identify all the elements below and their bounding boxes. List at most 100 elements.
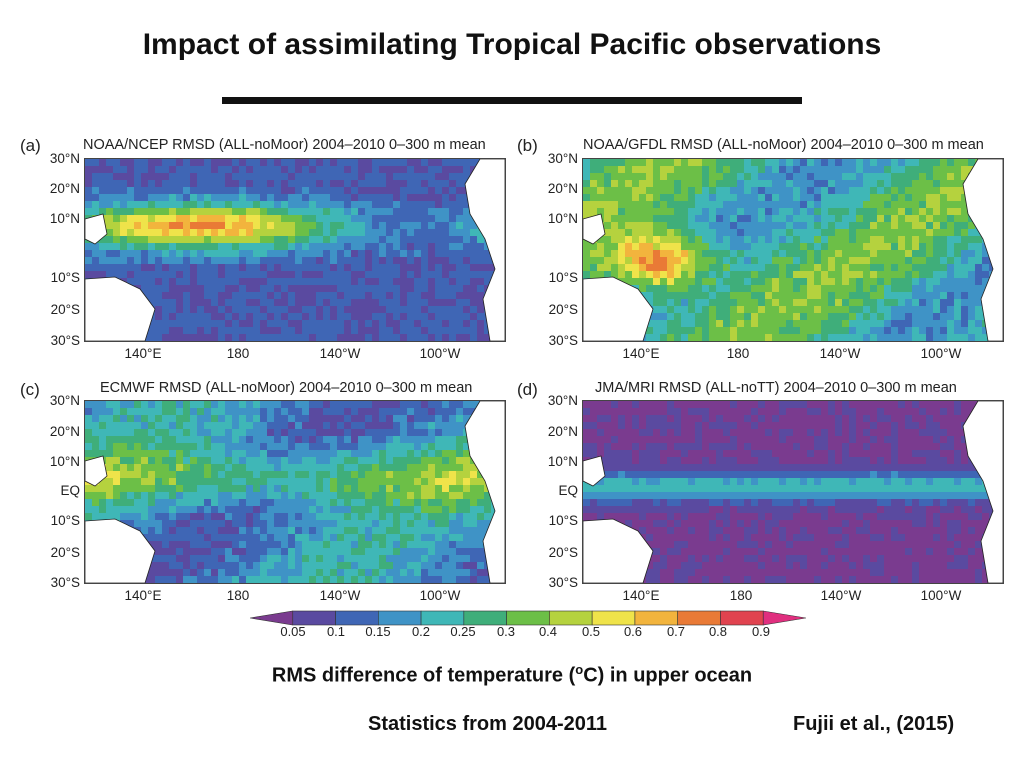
heatmap-cell: [225, 562, 233, 570]
heatmap-cell: [176, 180, 184, 188]
heatmap-cell: [842, 229, 850, 237]
heatmap-cell: [800, 299, 808, 307]
heatmap-cell: [709, 243, 717, 251]
heatmap-cell: [274, 306, 282, 314]
heatmap-cell: [891, 271, 899, 279]
heatmap-cell: [456, 436, 464, 444]
heatmap-cell: [204, 464, 212, 472]
heatmap-cell: [295, 555, 303, 563]
heatmap-cell: [484, 250, 492, 258]
heatmap-cell: [428, 520, 436, 528]
heatmap-cell: [590, 187, 598, 195]
heatmap-cell: [590, 429, 598, 437]
panel-b-lon-label: 140°W: [819, 346, 861, 361]
heatmap-cell: [688, 408, 696, 416]
heatmap-cell: [113, 450, 121, 458]
heatmap-cell: [632, 264, 640, 272]
heatmap-cell: [646, 215, 654, 223]
heatmap-cell: [702, 236, 710, 244]
heatmap-cell: [772, 313, 780, 321]
heatmap-cell: [688, 278, 696, 286]
heatmap-cell: [190, 485, 198, 493]
heatmap-cell: [688, 306, 696, 314]
heatmap-cell: [772, 292, 780, 300]
heatmap-cell: [358, 527, 366, 535]
heatmap-cell: [744, 401, 752, 409]
heatmap-cell: [330, 534, 338, 542]
heatmap-cell: [211, 334, 219, 341]
heatmap-cell: [141, 485, 149, 493]
heatmap-cell: [814, 243, 822, 251]
heatmap-cell: [835, 194, 843, 202]
heatmap-cell: [786, 194, 794, 202]
heatmap-cell: [646, 243, 654, 251]
heatmap-cell: [786, 229, 794, 237]
heatmap-cell: [323, 320, 331, 328]
heatmap-cell: [316, 443, 324, 451]
heatmap-cell: [821, 313, 829, 321]
heatmap-cell: [309, 555, 317, 563]
heatmap-cell: [106, 166, 114, 174]
heatmap-cell: [919, 187, 927, 195]
heatmap-cell: [842, 208, 850, 216]
heatmap-cell: [295, 201, 303, 209]
heatmap-cell: [604, 257, 612, 265]
heatmap-cell: [407, 292, 415, 300]
heatmap-cell: [393, 415, 401, 423]
heatmap-cell: [148, 450, 156, 458]
heatmap-cell: [786, 408, 794, 416]
heatmap-cell: [246, 450, 254, 458]
heatmap-cell: [702, 327, 710, 335]
heatmap-cell: [148, 166, 156, 174]
heatmap-cell: [828, 250, 836, 258]
heatmap-cell: [842, 415, 850, 423]
heatmap-cell: [947, 180, 955, 188]
heatmap-cell: [891, 320, 899, 328]
heatmap-cell: [176, 194, 184, 202]
heatmap-cell: [814, 236, 822, 244]
heatmap-cell: [449, 313, 457, 321]
heatmap-cell: [225, 457, 233, 465]
heatmap-cell: [337, 513, 345, 521]
heatmap-cell: [197, 292, 205, 300]
heatmap-cell: [393, 520, 401, 528]
heatmap-cell: [639, 250, 647, 258]
heatmap-cell: [295, 292, 303, 300]
heatmap-cell: [253, 215, 261, 223]
heatmap-cell: [849, 271, 857, 279]
heatmap-cell: [92, 429, 100, 437]
heatmap-cell: [351, 576, 359, 583]
heatmap-cell: [877, 187, 885, 195]
heatmap-cell: [197, 443, 205, 451]
heatmap-cell: [435, 222, 443, 230]
heatmap-cell: [646, 292, 654, 300]
heatmap-cell: [120, 401, 128, 409]
heatmap-cell: [421, 334, 429, 341]
heatmap-cell: [660, 299, 668, 307]
heatmap-cell: [162, 415, 170, 423]
heatmap-cell: [393, 159, 401, 167]
heatmap-cell: [737, 187, 745, 195]
heatmap-cell: [723, 236, 731, 244]
heatmap-cell: [695, 208, 703, 216]
heatmap-cell: [863, 180, 871, 188]
heatmap-cell: [435, 576, 443, 583]
heatmap-cell: [288, 334, 296, 341]
heatmap-cell: [421, 327, 429, 335]
heatmap-cell: [723, 159, 731, 167]
heatmap-cell: [919, 292, 927, 300]
heatmap-cell: [295, 457, 303, 465]
heatmap-cell: [660, 222, 668, 230]
heatmap-cell: [723, 208, 731, 216]
heatmap-cell: [295, 541, 303, 549]
heatmap-cell: [169, 429, 177, 437]
heatmap-cell: [681, 415, 689, 423]
heatmap-cell: [400, 236, 408, 244]
heatmap-cell: [667, 313, 675, 321]
heatmap-cell: [281, 180, 289, 188]
heatmap-cell: [148, 471, 156, 479]
heatmap-cell: [786, 187, 794, 195]
heatmap-cell: [961, 243, 969, 251]
heatmap-cell: [463, 327, 471, 335]
heatmap-cell: [344, 506, 352, 514]
